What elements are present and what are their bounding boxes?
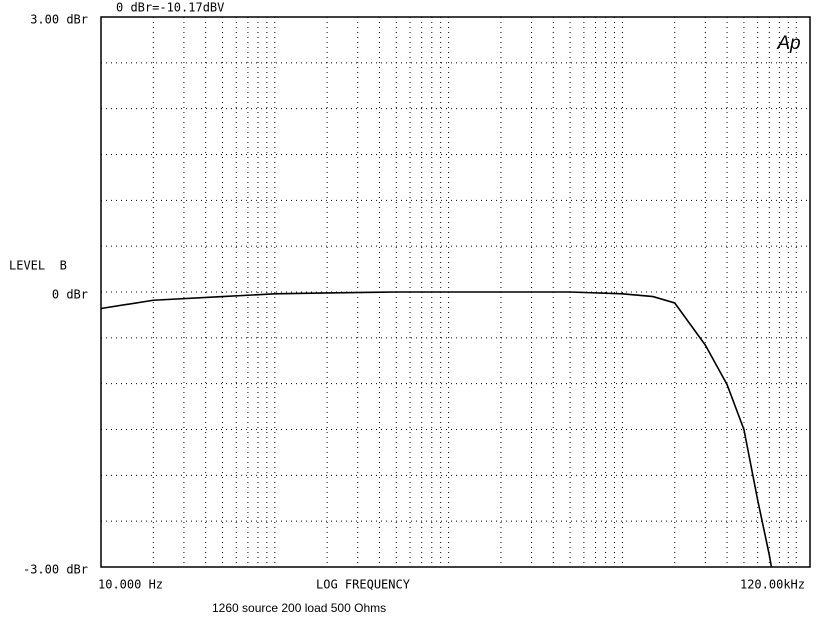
header: 0 dBr=-10.17dBV: [116, 1, 224, 15]
y-tick-label: 0 dBr: [52, 288, 88, 302]
data-line: [100, 291, 773, 568]
x-tick-label: 10.000 Hz: [98, 578, 163, 592]
logo: Ap: [776, 33, 800, 54]
y-tick-label: 3.00 dBr: [30, 13, 88, 27]
y-tick-label: -3.00 dBr: [23, 563, 88, 577]
footer: 1260 source 200 load 500 Ohms: [212, 601, 386, 615]
y-axis-label: LEVEL B: [9, 259, 67, 273]
x-axis-label: LOG FREQUENCY: [316, 578, 411, 592]
plot-frame: [100, 16, 811, 568]
x-tick-label: 120.00kHz: [740, 578, 805, 592]
